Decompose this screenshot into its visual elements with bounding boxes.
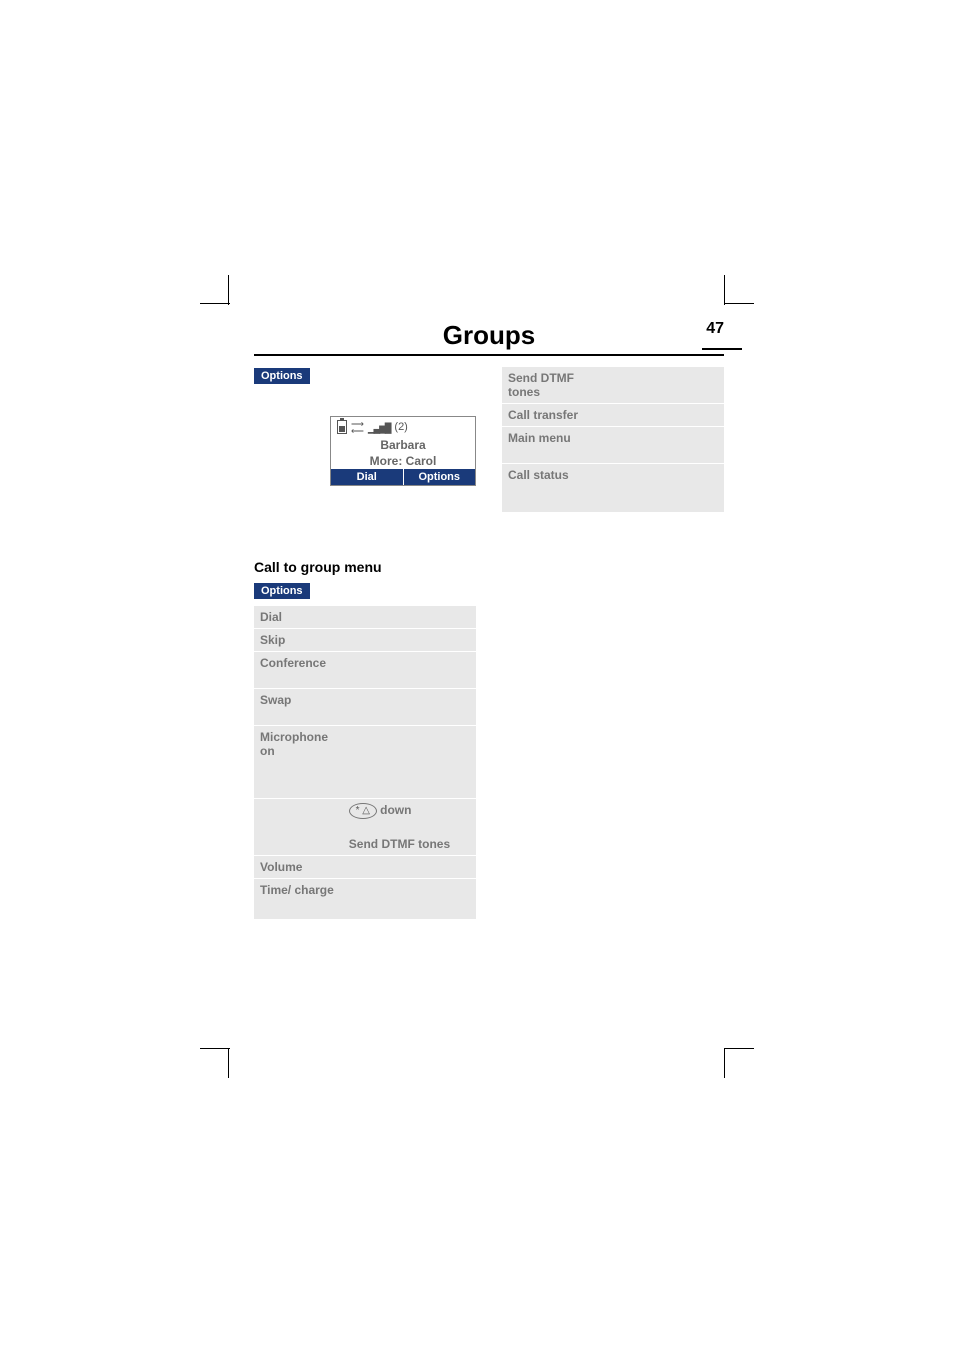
page-title: Groups <box>254 320 724 356</box>
softkey-dial[interactable]: Dial <box>331 469 404 485</box>
crop-mark <box>200 1048 230 1049</box>
data-arrows-icon: ⟶⟵ <box>351 421 364 434</box>
crop-mark <box>200 303 230 304</box>
softkey-options[interactable]: Options <box>404 469 476 485</box>
battery-icon <box>337 420 347 434</box>
content-area: Groups 47 Options ⟶⟵ ▁▃▅▇ (2) Barbara Mo… <box>254 320 724 356</box>
table-row: Volume <box>254 856 476 879</box>
table-row: Time/ charge <box>254 879 476 920</box>
page-number: 47 <box>706 320 724 338</box>
phone-screen: ⟶⟵ ▁▃▅▇ (2) Barbara More: Carol Dial Opt… <box>330 416 476 486</box>
right-column: Send DTMF tones Call transfer Main menu … <box>502 366 724 513</box>
table-row: Main menu <box>502 427 724 464</box>
table-row: Send DTMF tones <box>502 367 724 404</box>
send-dtmf-label: Send DTMF tones <box>349 837 450 851</box>
table-row: Dial <box>254 606 476 629</box>
options-softkey-2[interactable]: Options <box>254 583 310 599</box>
menu-item-time-charge: Time/ charge <box>254 879 343 920</box>
crop-mark <box>228 1048 229 1078</box>
table-row: * △ down Send DTMF tones <box>254 799 476 856</box>
page-number-underline <box>702 348 742 350</box>
section-heading: Call to group menu <box>254 559 476 575</box>
table-row: Swap <box>254 689 476 726</box>
crop-mark <box>724 1048 754 1049</box>
right-menu-table: Send DTMF tones Call transfer Main menu … <box>502 366 724 513</box>
call-to-group-menu-table: Dial Skip Conference Swap Microphone on … <box>254 605 476 920</box>
crop-mark <box>228 275 229 305</box>
menu-item-swap: Swap <box>254 689 343 726</box>
menu-item-main-menu: Main menu <box>502 427 586 464</box>
table-row: Skip <box>254 629 476 652</box>
phone-line-1: Barbara <box>331 437 475 453</box>
options-softkey[interactable]: Options <box>254 368 310 384</box>
phone-status-bar: ⟶⟵ ▁▃▅▇ (2) <box>331 417 475 437</box>
menu-item-send-dtmf: Send DTMF tones <box>502 367 586 404</box>
star-key-icon: * △ <box>349 803 377 819</box>
menu-item-call-status: Call status <box>502 464 586 513</box>
menu-item-call-transfer: Call transfer <box>502 404 586 427</box>
menu-item-dial: Dial <box>254 606 343 629</box>
signal-icon: ▁▃▅▇ <box>368 421 391 434</box>
key-label-down: down <box>380 803 411 817</box>
menu-item-volume: Volume <box>254 856 343 879</box>
table-row: Call transfer <box>502 404 724 427</box>
menu-item-skip: Skip <box>254 629 343 652</box>
table-row: Microphone on <box>254 726 476 799</box>
phone-line-2: More: Carol <box>331 453 475 469</box>
call-counter: (2) <box>394 421 407 433</box>
crop-mark <box>724 303 754 304</box>
table-row: Conference <box>254 652 476 689</box>
menu-item-conference: Conference <box>254 652 343 689</box>
menu-item-key-row: * △ down Send DTMF tones <box>343 799 476 856</box>
left-column: Options ⟶⟵ ▁▃▅▇ (2) Barbara More: Carol … <box>254 366 476 920</box>
crop-mark <box>724 1048 725 1078</box>
menu-item-microphone: Microphone on <box>254 726 343 799</box>
phone-softkeys: Dial Options <box>331 469 475 485</box>
table-row: Call status <box>502 464 724 513</box>
crop-mark <box>724 275 725 305</box>
page: Groups 47 Options ⟶⟵ ▁▃▅▇ (2) Barbara Mo… <box>0 0 954 1351</box>
